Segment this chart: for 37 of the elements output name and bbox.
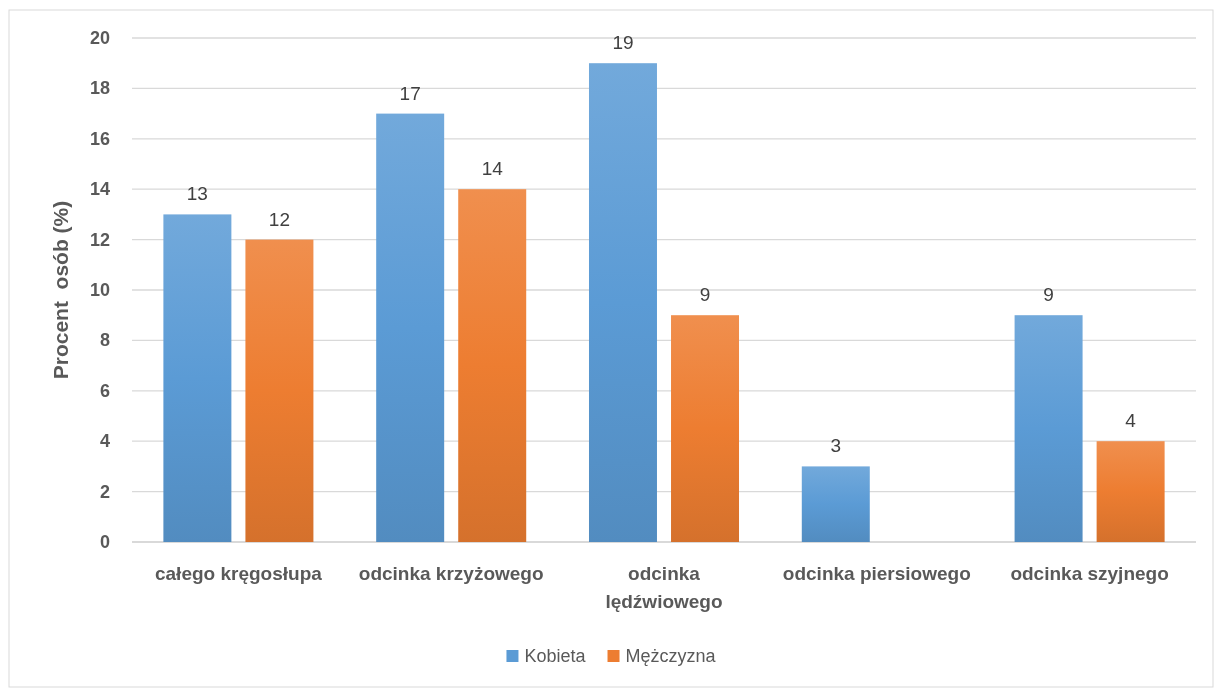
y-axis-title: Procent osób (%) [48,200,72,380]
data-label: 4 [1125,410,1137,432]
x-tick-label: odcinka krzyżowego [358,563,544,584]
y-tick-label: 0 [99,532,110,552]
bar [671,315,740,542]
y-tick-label: 14 [89,179,110,200]
y-tick-label: 6 [99,380,110,401]
data-label: 14 [481,158,504,180]
bar [1096,441,1165,542]
bar [458,189,527,542]
y-tick-label: 4 [99,431,110,452]
y-tick-label: 8 [99,330,110,351]
bar [163,214,232,542]
bar [376,113,445,542]
y-tick-label: 10 [89,280,110,300]
legend-label: Kobieta [524,646,587,666]
x-tick-label: odcinka piersiowego [782,563,971,584]
y-tick-label: 18 [89,78,110,99]
bar [801,466,870,542]
y-tick-label: 12 [89,229,110,250]
legend-label: Mężczyzna [625,646,717,666]
y-tick-label: 2 [99,481,110,502]
y-tick-label: 16 [89,128,110,149]
bar [245,239,314,542]
x-tick-label: całego kręgosłupa [154,563,323,584]
data-label: 9 [699,284,711,306]
data-label: 12 [268,208,290,230]
y-tick-label: 20 [89,28,110,48]
x-tick-label: odcinka szyjnego [1010,563,1169,584]
data-label: 19 [612,32,634,54]
bar [1014,315,1083,542]
data-label: 17 [399,82,421,104]
x-tick-label: odcinka lędźwiowego [605,563,723,612]
data-label: 3 [830,435,842,457]
data-label: 13 [186,183,208,205]
data-label: 9 [1043,284,1054,306]
bar [588,63,657,542]
